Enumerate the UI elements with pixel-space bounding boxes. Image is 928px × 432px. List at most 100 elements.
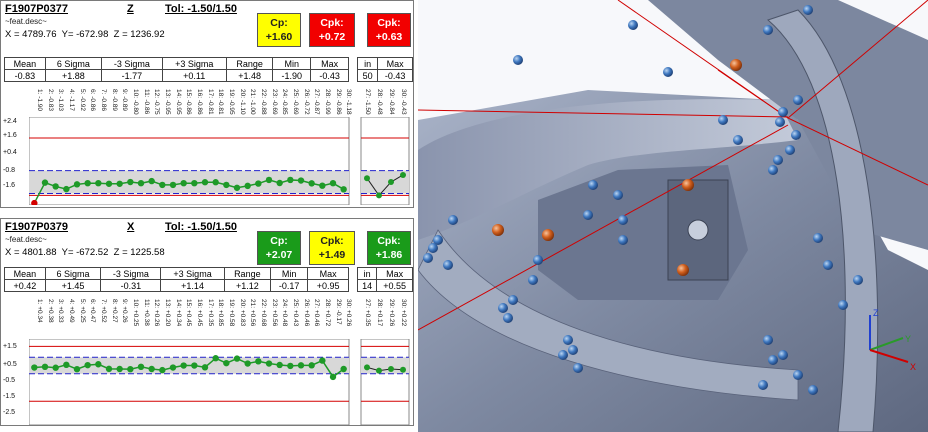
measurement-sphere [423,253,433,263]
data-point [255,358,262,365]
data-point [52,183,59,190]
cp-value: +1.60 [265,31,293,43]
chart-side-area [360,339,410,425]
data-point [308,180,315,187]
measurement-panel-1[interactable]: F1907P0377 Z Tol: -1.50/1.50 ~feat.desc~… [0,0,414,208]
measurement-points[interactable] [423,5,863,395]
stat-value: +1.48 [225,69,274,82]
data-point [116,180,123,187]
measurement-sphere [785,145,795,155]
measurement-sphere [733,135,743,145]
stat-header: Mean [4,57,46,70]
tick-label: 15: -0.86 [185,89,193,115]
stat-header: 6 Sigma [44,267,102,280]
data-point [148,365,155,373]
cpk-indicator-secondary: Cpk: +1.86 [367,231,411,265]
tick-label: 18: +0.85 [217,299,225,327]
stat-header: Range [225,57,274,70]
feature-id: F1907P0377 [5,3,68,15]
tick-label: 3: +0.33 [57,299,65,323]
part-model[interactable]: Y X Z [418,0,928,432]
data-point [31,199,38,205]
tick-label: 5: +0.25 [78,299,86,323]
tick-label: 21: -1.00 [249,89,257,115]
y-axis-label: -2.5 [3,409,16,416]
measurement-sphere [793,95,803,105]
stat-value: +1.45 [44,279,102,292]
side-data-point [376,367,382,374]
feature-description: ~feat.desc~ [5,17,47,26]
measurement-sphere [618,215,628,225]
stat-value: 14 [356,279,378,292]
cpk2-value: +0.63 [375,31,403,43]
data-point [287,176,294,184]
y-axis-label: +2.4 [3,118,17,125]
data-point [265,360,273,367]
stat-value: +0.95 [307,279,349,292]
measurement-sphere-flagged [492,224,504,236]
cpk-indicator: Cpk: +0.72 [309,13,355,47]
cpk2-value: +1.86 [375,249,403,261]
measurement-sphere [428,243,438,253]
data-point [63,185,70,193]
tick-label: 15: +0.45 [185,299,193,327]
stat-header: in [356,57,379,70]
data-point [84,179,91,187]
measurement-sphere [768,165,778,175]
measurement-sphere [573,363,583,373]
data-point [297,362,305,369]
data-point [52,364,59,371]
data-point [159,181,166,189]
tick-label: 7: +0.52 [100,299,107,323]
data-point [329,373,337,381]
nominal-coordinates: X = 4789.76 Y= -672.98 Z = 1236.92 [5,29,165,40]
stat-header: in [356,267,378,280]
tick-label: 17: -0.81 [206,89,214,115]
control-band [361,170,409,194]
data-point [137,179,145,187]
tick-label: 25: +0.43 [292,299,299,327]
data-point [41,179,49,186]
tick-label: 7: -0.86 [100,89,107,112]
cpk-indicator: Cpk: +1.49 [309,231,355,265]
data-point [308,362,315,369]
data-point [319,182,326,189]
axis-label: X [127,221,135,233]
y-axis-label: +0.4 [3,149,17,156]
stat-value: -1.90 [272,69,312,82]
tick-label: 3: -1.03 [57,89,65,112]
measurement-sphere [628,20,638,30]
tick-label: 19: -0.95 [228,89,235,115]
3d-model-viewport[interactable]: Y X Z [418,0,928,432]
statistics-table: Mean 6 Sigma -3 Sigma +3 Sigma Range Min… [4,57,349,82]
tick-label: 30: +0.26 [345,299,353,327]
measurement-panel-2[interactable]: F1907P0379 X Tol: -1.50/1.50 ~feat.desc~… [0,218,414,426]
stat-value: -0.43 [377,69,413,82]
data-point [137,363,145,371]
data-point [276,361,283,369]
tick-label: 2: -0.83 [46,89,54,112]
tick-label: 9: +0.26 [121,299,129,323]
statistics-table-side: in Max 14 +0.55 [356,267,413,292]
tick-label: 26: +0.46 [302,299,310,327]
stats-header-row: Mean 6 Sigma -3 Sigma +3 Sigma Range Min… [4,57,349,70]
measurement-sphere [613,190,623,200]
stat-header: Max [376,267,413,280]
tick-label: 30: -0.43 [400,89,407,115]
measurement-sphere [773,155,783,165]
data-point [73,181,81,188]
stat-value: +1.14 [160,279,225,292]
measurement-sphere-flagged [677,264,689,276]
tick-label: 29: -0.17 [334,299,342,325]
cpk-value: +1.49 [318,249,346,261]
tick-label: 13: -0.95 [164,89,171,115]
data-point [105,180,113,187]
side-data-point [400,171,406,178]
tick-label: 23: +0.56 [270,299,278,327]
tick-label: 27: +0.35 [364,299,371,327]
tick-label: 10: -0.80 [132,89,139,115]
measurement-sphere [775,117,785,127]
tick-label: 30: -1.18 [345,89,353,115]
feature-id: F1907P0379 [5,221,68,233]
data-point [212,355,219,362]
